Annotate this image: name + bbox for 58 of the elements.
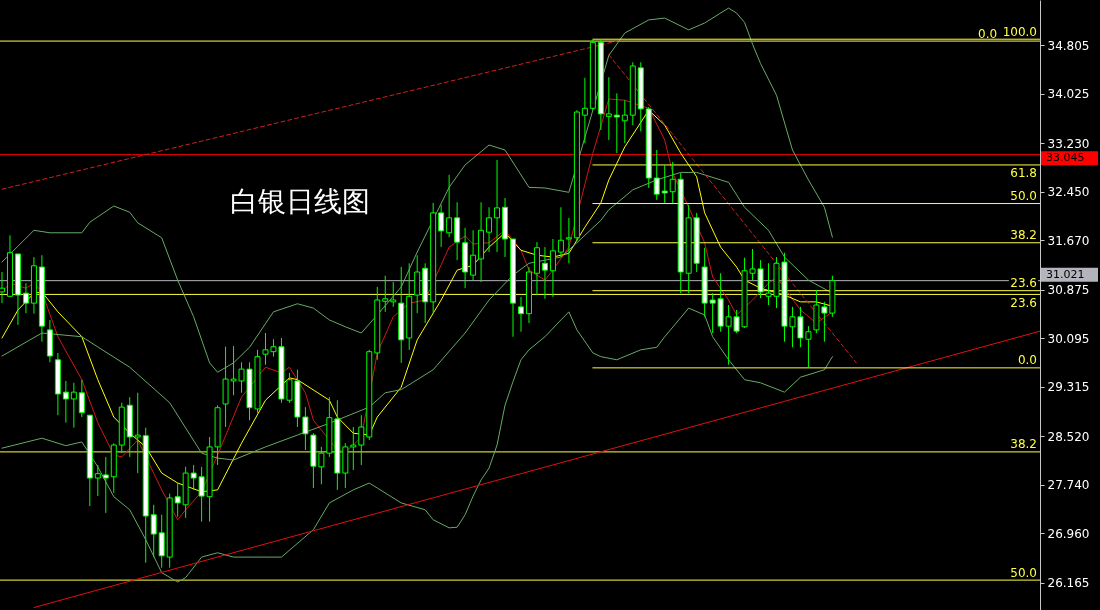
candlestick [94,464,101,497]
y-tick-label: 32.450 [1047,185,1090,200]
annotation: 38.2 [1010,437,1037,452]
y-tick-label: 27.740 [1047,478,1090,493]
annotation: 23.6 [1010,276,1037,291]
y-tick-label: 34.025 [1047,87,1090,102]
annotation: 38.2 [1010,228,1037,243]
y-tick-label: 30.095 [1047,331,1090,346]
y-tick-label: 26.960 [1047,526,1090,541]
candlestick [22,282,29,314]
y-tick-label: 33.230 [1047,136,1090,151]
candlestick [78,379,85,418]
annotation: 50.0 [1010,189,1037,204]
line-series [1,7,833,373]
candlestick [150,504,157,558]
ref-line-label: 31.021 [1046,267,1085,281]
candlestick [661,164,668,204]
candlestick [494,159,501,253]
annotation: 0.0 [1017,353,1037,368]
candlestick [557,206,564,258]
y-tick-label: 28.520 [1047,429,1090,444]
y-tick-label: 30.875 [1047,283,1090,298]
candlestick [518,296,524,333]
candlestick [390,281,397,308]
annotation: 50.0 [1010,565,1037,580]
annotation: 23.6 [1010,295,1037,310]
candlestick [102,456,109,514]
candlestick [446,174,453,238]
candlestick [382,275,389,313]
candlestick [70,382,77,429]
line-series [1,307,833,583]
y-tick-label: 31.670 [1047,233,1090,248]
candlestick [621,99,628,144]
candlestick [565,217,572,264]
candlestick [414,254,421,314]
candlestick [541,246,548,300]
annotation: 61.8 [1010,166,1037,181]
candlestick [669,161,676,204]
candlestick [470,229,477,281]
candlestick [158,514,165,569]
ref-line-label: 33.045 [1046,151,1085,165]
annotation: 100.0 [1002,24,1037,39]
candlestick [358,414,365,466]
candlestick [134,392,141,474]
candlestick [438,204,445,248]
candlestick [605,76,612,141]
candlestick [549,238,556,298]
candlestick [486,206,493,253]
candlestick [613,92,620,154]
candlestick [62,380,69,424]
y-tick-label: 26.165 [1047,576,1090,591]
candlestick [653,149,660,201]
text: 白银日线图 [230,185,370,218]
y-tick-label: 29.315 [1047,380,1090,395]
candlestick [350,426,357,471]
annotation: 0.0 [978,26,998,41]
candlestick [581,77,588,144]
y-tick-label: 34.805 [1047,38,1090,53]
